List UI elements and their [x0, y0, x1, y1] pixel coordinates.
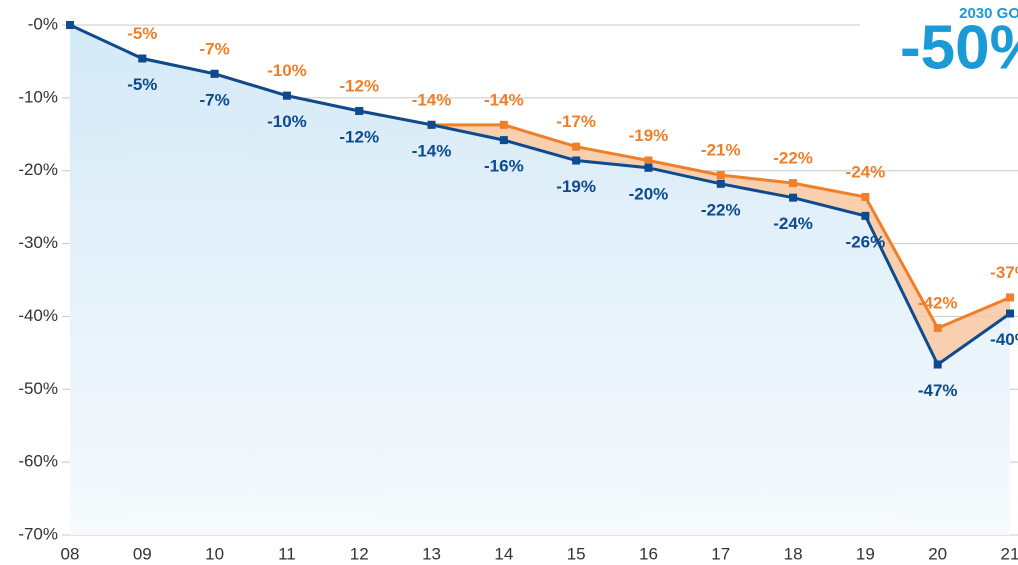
y-tick-label: -20%	[18, 160, 58, 179]
value-label: -21%	[701, 141, 741, 160]
marker	[572, 142, 581, 151]
x-tick-label: 09	[133, 544, 152, 563]
value-label: -12%	[339, 127, 379, 146]
value-label: -7%	[199, 39, 229, 58]
goal-value: -50%	[900, 13, 1018, 82]
goal-caption: 2030 GOAL	[959, 5, 1018, 22]
marker	[644, 163, 653, 172]
value-label: -5%	[127, 24, 157, 43]
value-label: -14%	[412, 90, 452, 109]
marker	[355, 106, 364, 115]
value-label: -40%	[990, 330, 1018, 349]
marker	[789, 179, 798, 188]
marker	[282, 91, 291, 100]
value-label: -16%	[484, 157, 524, 176]
marker	[1006, 293, 1014, 302]
value-label: -10%	[267, 61, 307, 80]
x-tick-label: 17	[711, 544, 730, 563]
marker	[861, 211, 870, 220]
y-tick-label: -0%	[28, 14, 58, 33]
y-tick-label: -60%	[18, 452, 58, 471]
x-tick-label: 12	[350, 544, 369, 563]
marker	[861, 192, 870, 201]
x-tick-label: 08	[61, 544, 80, 563]
value-label: -24%	[846, 162, 886, 181]
x-tick-label: 13	[422, 544, 441, 563]
x-tick-label: 11	[278, 544, 296, 563]
marker	[716, 171, 725, 180]
series-line	[69, 23, 1011, 367]
value-label: -24%	[773, 214, 813, 233]
value-label: -22%	[773, 149, 813, 168]
value-label: -17%	[556, 112, 596, 131]
marker	[716, 179, 725, 188]
y-tick-label: -40%	[18, 306, 58, 325]
x-tick-label: 19	[856, 544, 875, 563]
x-tick-label: 14	[494, 544, 513, 563]
marker	[572, 156, 581, 165]
x-tick-label: 18	[784, 544, 803, 563]
value-label: -42%	[918, 294, 958, 313]
y-tick-label: -50%	[18, 379, 58, 398]
x-tick-label: 10	[205, 544, 224, 563]
x-tick-label: 21	[1001, 544, 1018, 563]
marker	[138, 54, 147, 63]
x-tick-label: 16	[639, 544, 658, 563]
value-label: -7%	[199, 90, 229, 109]
y-tick-label: -70%	[18, 524, 58, 543]
y-tick-label: -30%	[18, 233, 58, 252]
value-label: -14%	[484, 90, 524, 109]
marker	[66, 21, 74, 29]
x-tick-label: 20	[928, 544, 947, 563]
value-label: -22%	[701, 200, 741, 219]
marker	[933, 324, 942, 333]
marker	[499, 120, 508, 129]
marker	[1006, 309, 1014, 318]
marker	[789, 193, 798, 202]
marker	[933, 360, 942, 369]
value-label: -5%	[127, 75, 157, 94]
value-label: -12%	[339, 76, 379, 95]
x-tick-label: 15	[567, 544, 586, 563]
area	[70, 25, 1010, 535]
value-label: -20%	[629, 184, 669, 203]
marker	[427, 120, 436, 129]
value-label: -14%	[412, 141, 452, 160]
y-tick-label: -10%	[18, 87, 58, 106]
value-label: -26%	[846, 232, 886, 251]
plot: -5% -7% -10% -12% -14% -14% -17% -19% -21% -22% -2…	[66, 21, 1018, 535]
value-label: -10%	[267, 112, 307, 131]
marker	[210, 69, 219, 78]
value-label: -19%	[556, 177, 596, 196]
value-label: -37%	[990, 263, 1018, 282]
value-label: -19%	[629, 126, 669, 145]
marker	[499, 136, 508, 145]
value-label: -47%	[918, 381, 958, 400]
marker	[644, 156, 653, 165]
